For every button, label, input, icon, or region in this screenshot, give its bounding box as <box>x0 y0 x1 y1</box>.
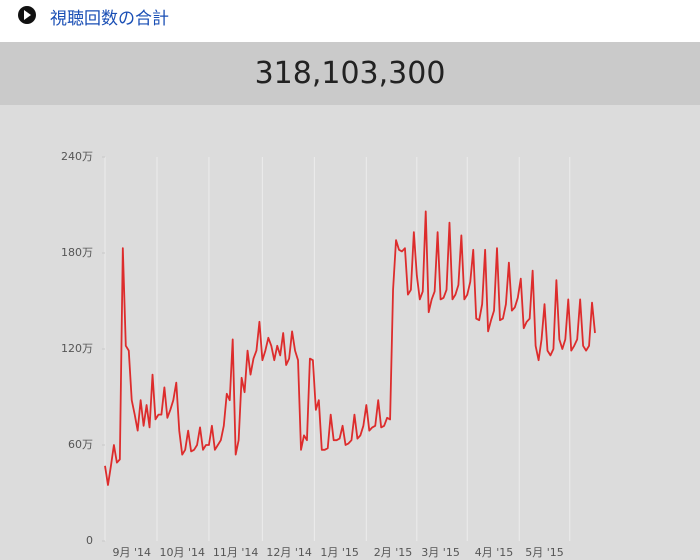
x-tick-label: 1月 '15 <box>320 546 359 559</box>
y-tick-label: 120万 <box>61 342 93 355</box>
chart: 9月 '14 10月 '14 11月 '14 12月 '14 1月 '15 2月 '15 3… <box>0 105 700 560</box>
x-tick-label: 9月 '14 <box>112 546 151 559</box>
x-tick-label: 11月 '14 <box>213 546 259 559</box>
header: 視聴回数の合計 <box>0 0 700 42</box>
total-views: 318,103,300 <box>0 42 700 105</box>
x-tick-label: 4月 '15 <box>475 546 514 559</box>
section-title[interactable]: 視聴回数の合計 <box>50 9 169 29</box>
x-tick-label: 3月 '15 <box>421 546 460 559</box>
y-tick-label: 240万 <box>61 150 93 163</box>
y-tick-label: 0 <box>86 534 93 547</box>
y-tick-label: 180万 <box>61 246 93 259</box>
y-tick-label: 60万 <box>68 438 93 451</box>
chart-background <box>0 105 700 560</box>
x-tick-label: 2月 '15 <box>374 546 413 559</box>
x-tick-label: 12月 '14 <box>266 546 312 559</box>
x-tick-label: 5月 '15 <box>525 546 564 559</box>
play-icon[interactable] <box>14 4 54 34</box>
x-tick-label: 10月 '14 <box>159 546 205 559</box>
line-series <box>104 210 596 486</box>
